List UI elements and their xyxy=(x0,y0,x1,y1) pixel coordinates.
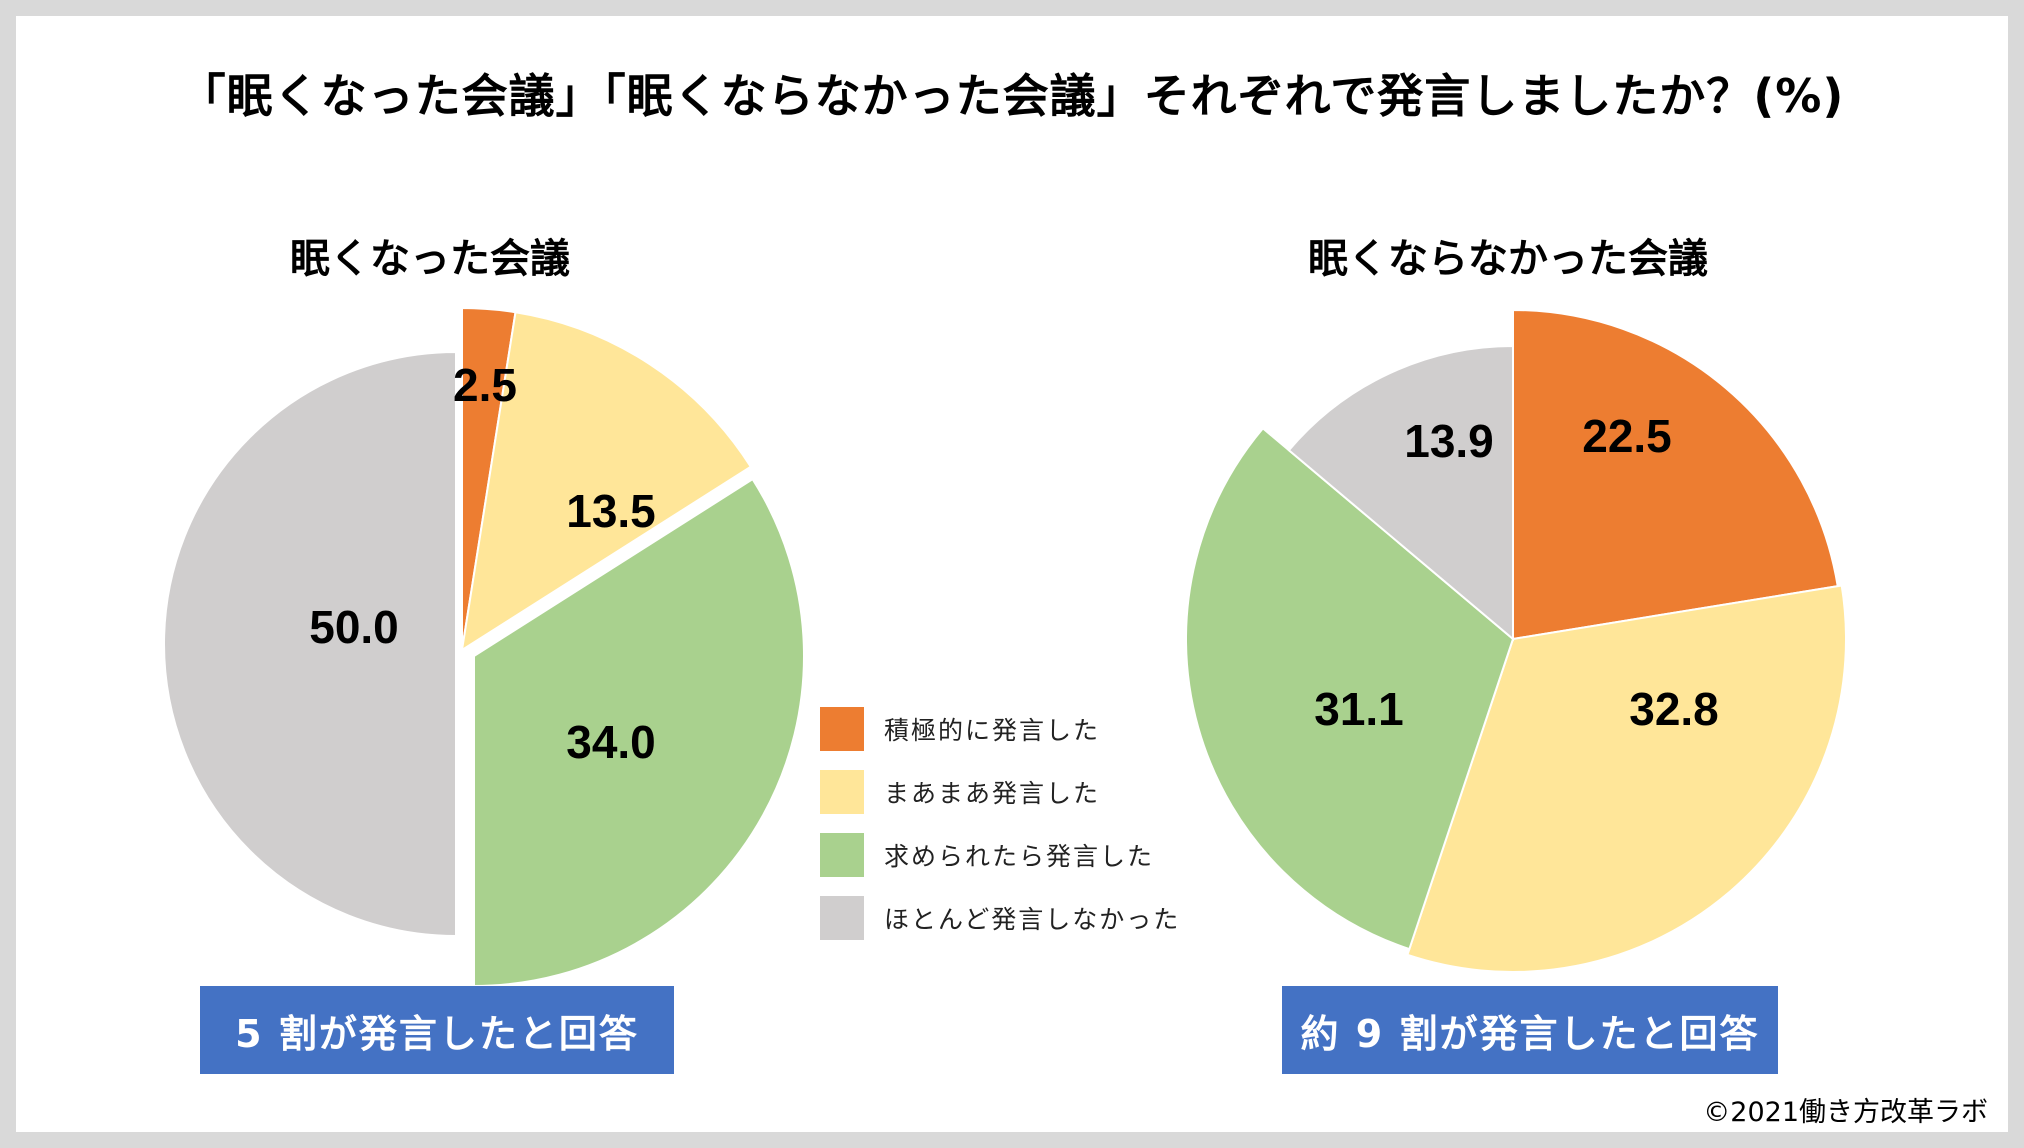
legend: 積極的に発言した まあまあ発言した 求められたら発言した ほとんど発言しなかった xyxy=(820,707,1180,959)
pie-slice xyxy=(460,311,753,653)
legend-label: 求められたら発言した xyxy=(884,842,1155,871)
legend-label: ほとんど発言しなかった xyxy=(884,905,1181,934)
left-chart-title: 眠くなった会議 xyxy=(290,236,570,282)
data-label: 50.0 xyxy=(309,601,399,653)
legend-item: 積極的に発言した xyxy=(820,707,1180,751)
left-callout: 5 割が発言したと回答 xyxy=(200,986,674,1074)
legend-swatch xyxy=(820,833,864,877)
pie-slice xyxy=(1185,426,1515,951)
legend-swatch xyxy=(820,707,864,751)
legend-label: まあまあ発言した xyxy=(884,779,1101,808)
copyright: ©2021働き方改革ラボ xyxy=(1703,1097,1988,1128)
data-label: 31.1 xyxy=(1314,683,1404,735)
data-label: 34.0 xyxy=(566,716,656,768)
legend-item: まあまあ発言した xyxy=(820,770,1180,814)
right-chart-title: 眠くならなかった会議 xyxy=(1308,236,1708,282)
pie-slice xyxy=(1287,344,1514,642)
legend-item: ほとんど発言しなかった xyxy=(820,896,1180,940)
data-label: 22.5 xyxy=(1582,410,1672,462)
data-label: 32.8 xyxy=(1629,683,1719,735)
pie-slice xyxy=(1512,308,1839,641)
legend-label: 積極的に発言した xyxy=(884,716,1101,745)
legend-swatch xyxy=(820,896,864,940)
legend-swatch xyxy=(820,770,864,814)
data-label: 13.9 xyxy=(1404,415,1494,467)
pie-slice xyxy=(1406,584,1847,974)
pie-slice xyxy=(473,477,805,988)
right-callout: 約 9 割が発言したと回答 xyxy=(1282,986,1778,1074)
data-label: 2.5 xyxy=(453,359,517,411)
page-title: 「眠くなった会議」「眠くならなかった会議」それぞれで発言しましたか？(%) xyxy=(179,69,1845,123)
legend-item: 求められたら発言した xyxy=(820,833,1180,877)
pie-slice xyxy=(163,350,457,938)
data-label: 13.5 xyxy=(566,485,656,537)
